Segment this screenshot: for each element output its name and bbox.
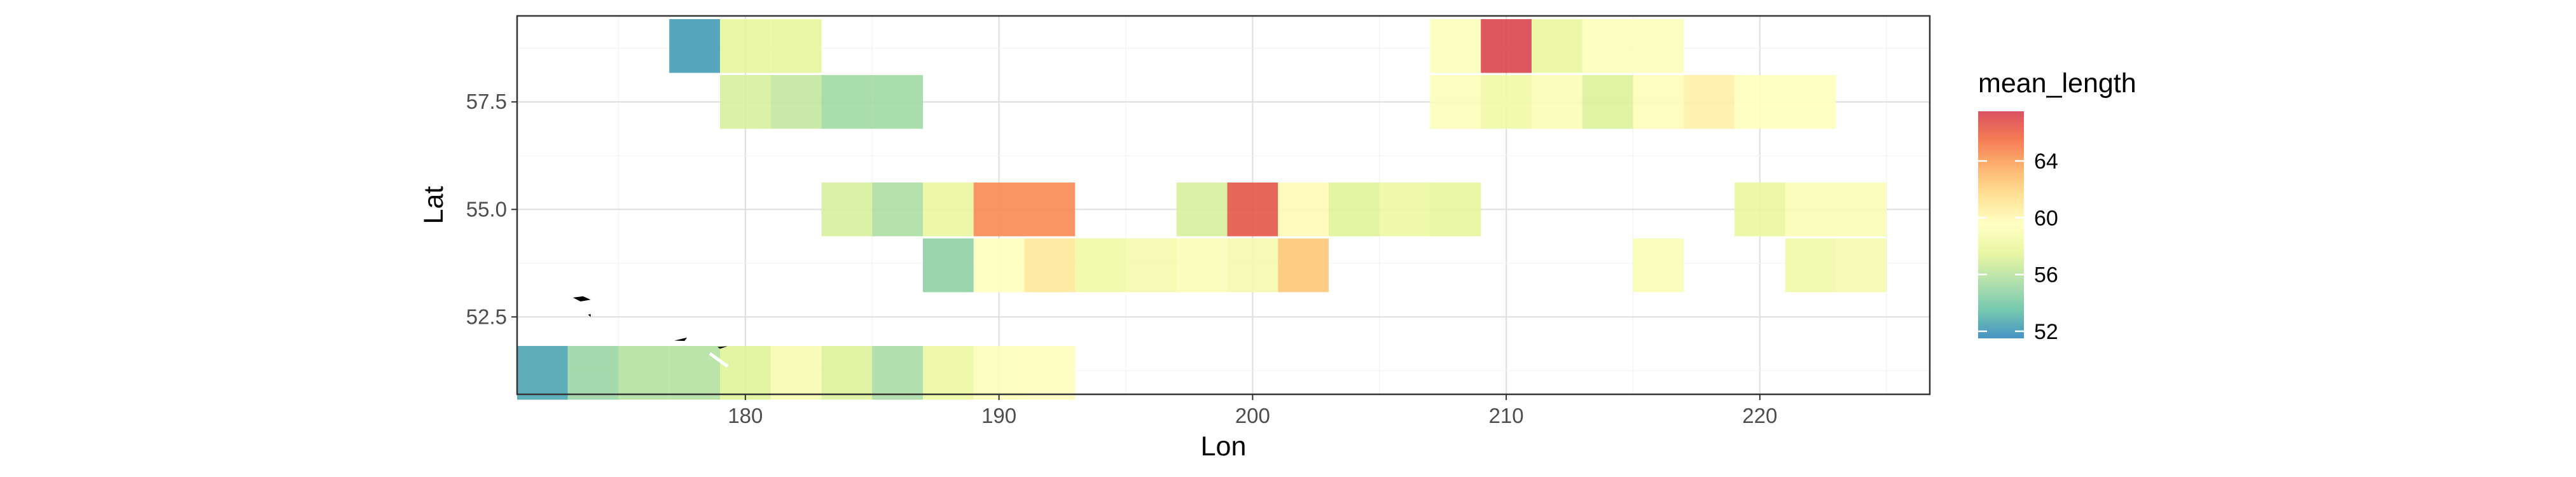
- y-tick-label: 52.5: [466, 305, 507, 328]
- heatmap-cell: [1836, 183, 1887, 237]
- heatmap-cell: [719, 19, 771, 73]
- heatmap-cell: [1633, 74, 1684, 129]
- legend-ticks: 52 56 60 64: [1978, 149, 2058, 344]
- heatmap-cell: [922, 183, 974, 237]
- heatmap-cell: [872, 74, 923, 129]
- heatmap-cell: [1633, 238, 1684, 293]
- island-highlight: [709, 352, 729, 368]
- heatmap-cell: [1227, 238, 1278, 293]
- heatmap-cell: [1176, 238, 1228, 293]
- island-shape: [717, 346, 728, 349]
- x-axis: 180 190 200 210 220: [728, 394, 1777, 427]
- heatmap-cell: [1430, 19, 1481, 73]
- heatmap-cell: [1176, 183, 1228, 237]
- island-shape: [588, 314, 591, 317]
- heatmap-cell: [1734, 74, 1785, 129]
- panel-border: [516, 15, 1931, 396]
- x-tick-label: 220: [1742, 404, 1777, 427]
- heatmap-cell: [1836, 238, 1887, 293]
- heatmap-cell: [922, 238, 974, 293]
- heatmap-cell: [1328, 183, 1380, 237]
- heatmap-cell: [1278, 183, 1329, 237]
- heatmap-cell: [1785, 74, 1836, 129]
- heatmap-cell: [973, 238, 1025, 293]
- heatmap-cell: [872, 183, 923, 237]
- heatmap-cell: [770, 19, 822, 73]
- color-legend: mean_length 52 56 60 64: [1978, 68, 2136, 344]
- legend-title: mean_length: [1978, 68, 2136, 99]
- heatmap-cell: [1379, 183, 1430, 237]
- heatmap-cell: [1582, 19, 1633, 73]
- y-axis-title: Lat: [419, 186, 449, 225]
- x-tick-label: 180: [728, 404, 763, 427]
- heatmap-cell: [1125, 238, 1177, 293]
- heatmap-cell: [719, 345, 771, 400]
- heatmap-cells: [517, 19, 1887, 400]
- heatmap-cell: [618, 345, 670, 400]
- heatmap-cell: [1430, 74, 1481, 129]
- heatmap-cell: [1024, 183, 1076, 237]
- heatmap-cell: [1227, 183, 1278, 237]
- heatmap-cell: [770, 74, 822, 129]
- heatmap-cell: [1785, 183, 1836, 237]
- heatmap-cell: [669, 19, 720, 73]
- y-tick-label: 55.0: [466, 197, 507, 221]
- heatmap-cell: [1785, 238, 1836, 293]
- y-tick-label: 57.5: [466, 90, 507, 113]
- heatmap-cell: [1430, 183, 1481, 237]
- heatmap-cell: [1075, 238, 1126, 293]
- legend-colorbar: [1978, 111, 2024, 338]
- x-tick-label: 190: [981, 404, 1016, 427]
- heatmap-cell: [770, 345, 822, 400]
- heatmap-cell: [821, 183, 873, 237]
- heatmap-cell: [1481, 74, 1532, 129]
- legend-tick-label: 60: [2034, 206, 2058, 230]
- heatmap-cell: [821, 74, 873, 129]
- plot-panel: [516, 15, 1931, 400]
- heatmap-cell: [872, 345, 923, 400]
- heatmap-cell: [922, 345, 974, 400]
- heatmap-cell: [567, 345, 619, 400]
- heatmap-cell: [973, 345, 1025, 400]
- heatmap-cell: [1684, 74, 1735, 129]
- heatmap-cell: [1481, 19, 1532, 73]
- heatmap-cell: [821, 345, 873, 400]
- heatmap-cell: [719, 74, 771, 129]
- x-axis-title: Lon: [1201, 431, 1247, 462]
- heatmap-cell: [1278, 238, 1329, 293]
- legend-tick-label: 52: [2034, 320, 2058, 344]
- island-shape: [572, 296, 591, 301]
- heatmap-cell: [1633, 19, 1684, 73]
- x-tick-label: 200: [1235, 404, 1270, 427]
- heatmap-cell: [1582, 74, 1633, 129]
- heatmap-cell: [973, 183, 1025, 237]
- legend-tick-label: 64: [2034, 149, 2058, 174]
- y-axis: 52.5 55.0 57.5: [466, 90, 517, 328]
- heatmap-cell: [1734, 183, 1785, 237]
- heatmap-cell: [517, 345, 568, 400]
- x-tick-label: 210: [1489, 404, 1524, 427]
- heatmap-cell: [1531, 74, 1582, 129]
- land-outline: [572, 296, 729, 368]
- legend-tick-label: 56: [2034, 263, 2058, 287]
- heatmap-cell: [1024, 345, 1076, 400]
- island-shape: [674, 337, 688, 342]
- heatmap-cell: [1024, 238, 1076, 293]
- heatmap-cell: [1531, 19, 1582, 73]
